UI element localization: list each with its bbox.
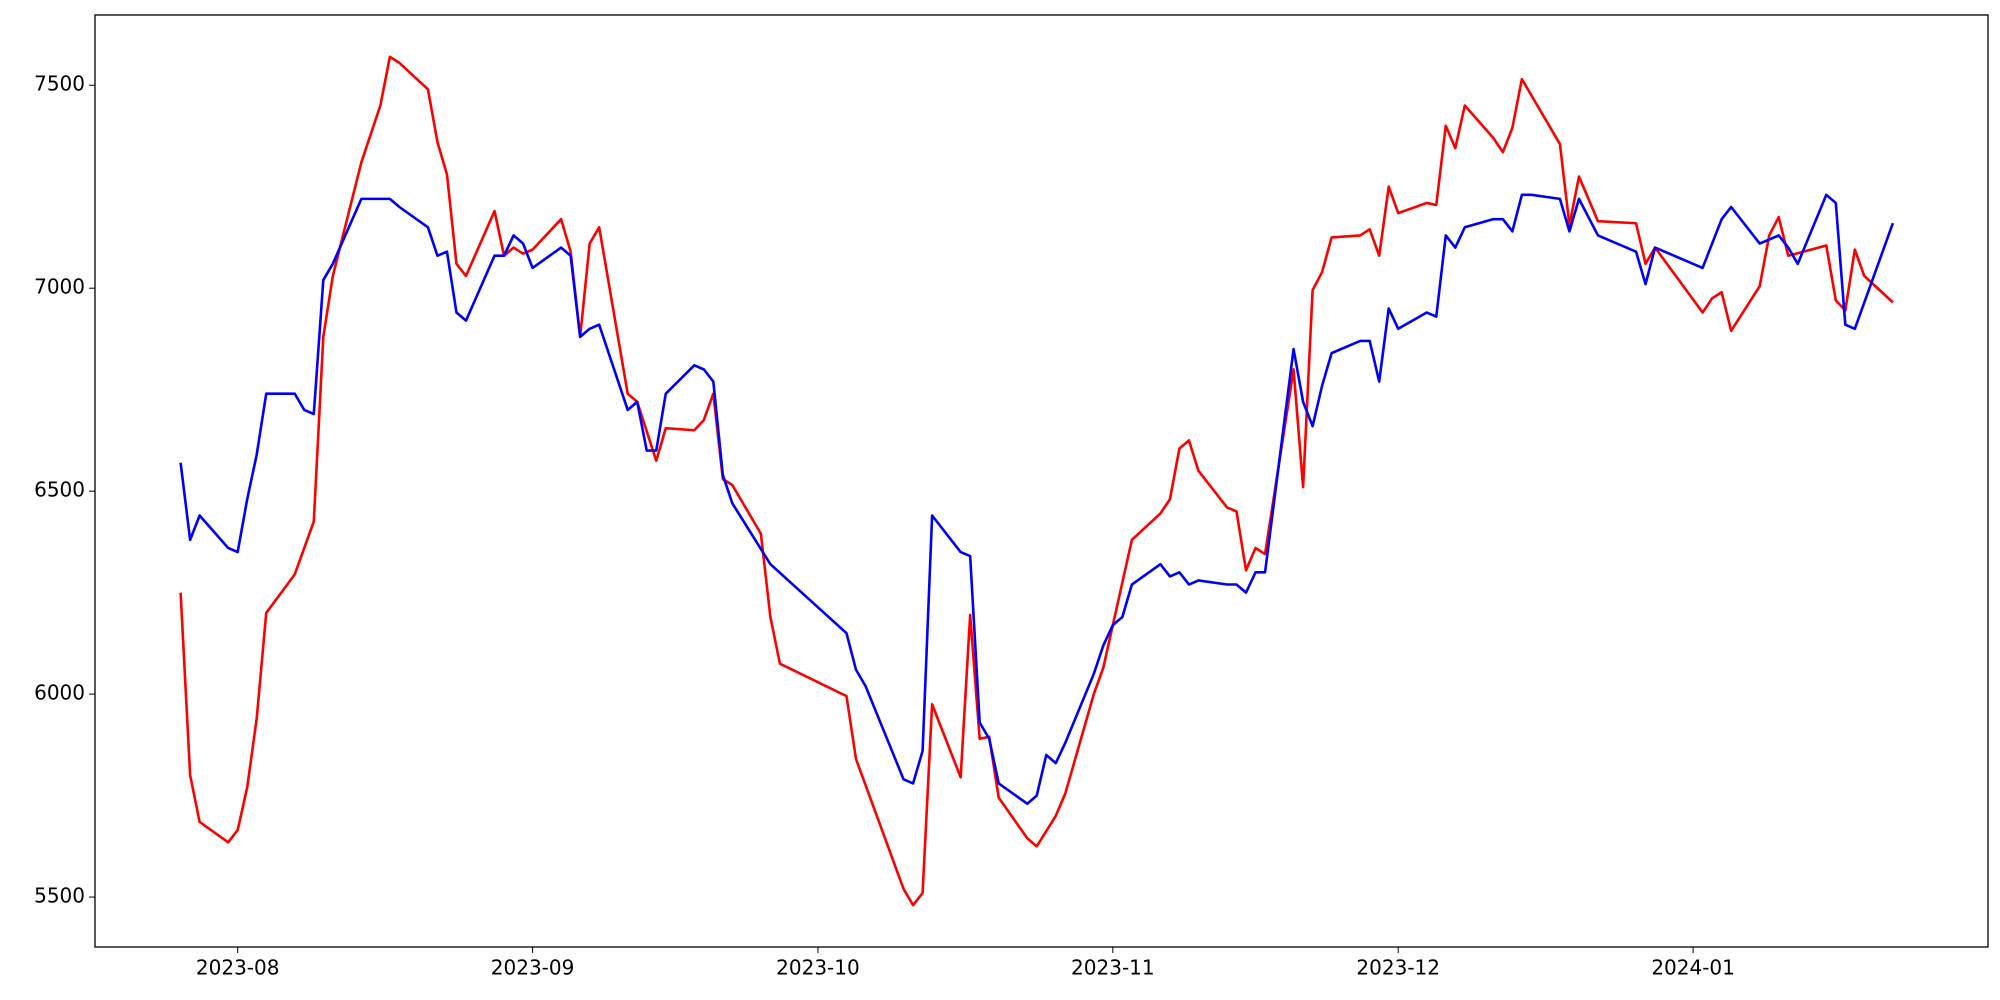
- y-tick-label: 7500: [34, 72, 85, 96]
- series-line: [179, 193, 1895, 806]
- y-tick-label: 6500: [34, 478, 85, 502]
- x-tick-label: 2023-10: [776, 956, 860, 980]
- y-tick-label: 7000: [34, 275, 85, 299]
- x-tick-label: 2023-09: [491, 956, 575, 980]
- y-tick-label: 5500: [34, 884, 85, 908]
- series-line: [179, 55, 1894, 907]
- plot-frame: [94, 14, 1989, 948]
- y-tick-label: 6000: [34, 681, 85, 705]
- x-tick-label: 2024-01: [1651, 956, 1735, 980]
- x-tick-label: 2023-11: [1071, 956, 1155, 980]
- x-tick-label: 2023-12: [1356, 956, 1440, 980]
- x-tick-label: 2023-08: [196, 956, 280, 980]
